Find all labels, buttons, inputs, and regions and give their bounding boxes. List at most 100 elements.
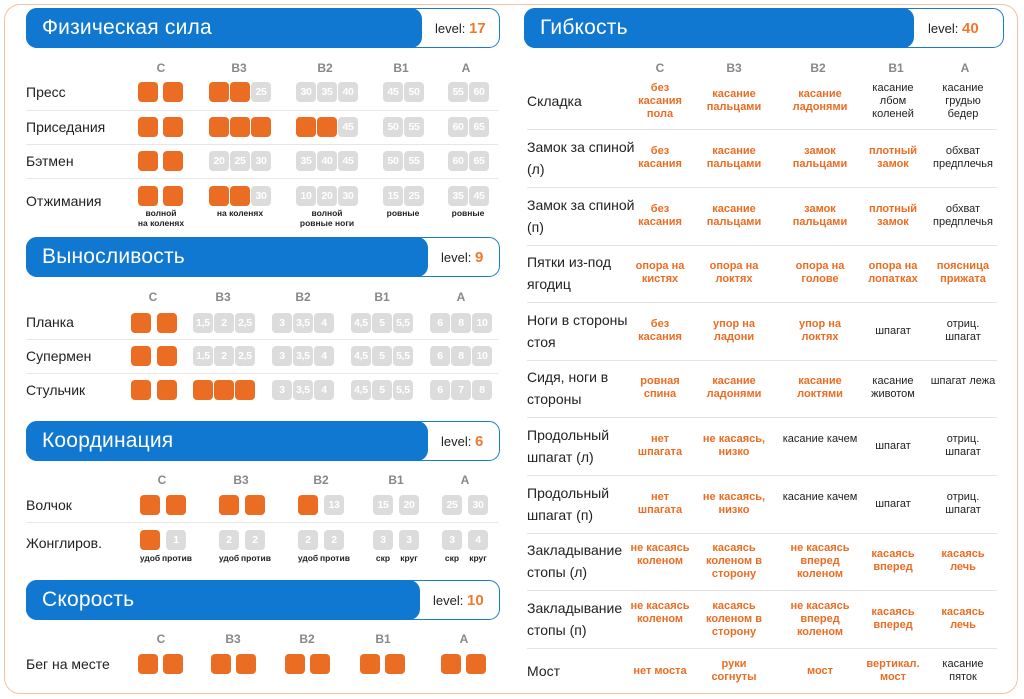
level-done-cell: касание локтями	[797, 375, 843, 400]
level-todo-cell: касание качем	[782, 433, 858, 445]
level-done	[285, 654, 305, 674]
level-todo: 2	[298, 530, 318, 550]
section-header-coordination: Координация level: 6	[26, 421, 500, 461]
level-done-cell: касание пальцами	[706, 88, 762, 113]
exercise-label: Бег на месте	[26, 656, 110, 672]
level-todo: 2,5	[235, 346, 255, 366]
level-todo: 35	[296, 151, 316, 171]
grade-header: C	[157, 473, 167, 487]
level-todo: 2	[245, 530, 265, 550]
level-todo: 13	[324, 495, 344, 515]
level-todo: 30	[338, 186, 358, 206]
level-done	[163, 654, 183, 674]
divider	[26, 373, 498, 374]
section-header-endurance: Выносливость level: 9	[26, 237, 500, 277]
caption: удоб	[297, 553, 319, 563]
level-todo: 30	[251, 186, 271, 206]
level-todo: 50	[383, 151, 403, 171]
level-todo: 5,5	[393, 380, 413, 400]
level-todo: 2	[219, 530, 239, 550]
level-done	[245, 495, 265, 515]
level-todo: 50	[383, 117, 403, 137]
level-done-cell: ровная спина	[640, 375, 680, 400]
level-todo-cell: касание качем	[782, 491, 858, 503]
level-todo: 3	[399, 530, 419, 550]
divider	[26, 144, 498, 145]
level-done-cell: не касаясь коленом	[630, 599, 690, 625]
level-todo: 6	[430, 346, 450, 366]
level-todo: 40	[317, 151, 337, 171]
level-done	[235, 380, 255, 400]
level-todo: 3	[272, 313, 292, 333]
level-done	[163, 186, 183, 206]
level-todo: 45	[338, 117, 358, 137]
grade-header: C	[655, 61, 665, 75]
level-todo: 4,5	[351, 346, 371, 366]
level-done-cell: без касания	[638, 203, 682, 228]
level-todo-cell: обхват предплечья	[933, 203, 993, 228]
level-done-cell: касание ладонями	[706, 375, 762, 400]
grade-header: A	[460, 473, 470, 487]
level-done-cell: не касаясь, низко	[702, 433, 766, 458]
caption: ровные	[451, 208, 485, 218]
level-todo: 45	[338, 151, 358, 171]
level-todo-cell: шпагат	[875, 497, 911, 510]
level-todo: 40	[338, 82, 358, 102]
level-done-cell: нет шпагата	[637, 491, 683, 516]
level-todo: 55	[404, 151, 424, 171]
level-done-cell: упор на локтях	[798, 318, 842, 343]
level-done-cell: касаясь коленом в сторону	[706, 541, 762, 580]
section-title: Скорость	[42, 588, 135, 611]
grade-header: B2	[810, 61, 826, 75]
level-todo: 4	[468, 530, 488, 550]
caption: волной ровные ноги	[299, 208, 355, 228]
exercise-label: Продольный шпагат (п)	[527, 485, 610, 523]
level-todo: 3	[442, 530, 462, 550]
level-done-cell: опора на кистях	[635, 260, 685, 285]
level-done-cell: вертикал. мост	[866, 658, 920, 683]
grade-header: B2	[295, 290, 311, 304]
level-todo: 7	[451, 380, 471, 400]
level-indicator: level: 10	[433, 592, 484, 609]
level-done-cell: не касаясь вперед коленом	[790, 599, 850, 638]
level-todo: 4	[314, 313, 334, 333]
divider	[527, 360, 997, 361]
level-done-cell: касаясь коленом в сторону	[706, 599, 762, 638]
level-done-cell: нет моста	[633, 664, 687, 677]
level-todo: 3,5	[293, 313, 313, 333]
level-todo: 55	[404, 117, 424, 137]
level-todo: 8	[451, 346, 471, 366]
level-done-cell: касаясь лечь	[941, 548, 985, 573]
level-todo: 10	[472, 313, 492, 333]
level-done	[193, 380, 213, 400]
grade-header: B2	[299, 632, 315, 646]
exercise-label: Закладывание стопы (л)	[527, 542, 623, 580]
level-todo: 20	[209, 151, 229, 171]
caption: удоб	[139, 553, 161, 563]
exercise-label: Мост	[527, 663, 561, 679]
level-done	[236, 654, 256, 674]
grade-header: C	[148, 290, 158, 304]
exercise-label: Отжимания	[26, 193, 102, 209]
level-done-cell: нет шпагата	[637, 433, 683, 458]
level-todo: 10	[296, 186, 316, 206]
level-todo: 25	[404, 186, 424, 206]
level-done	[298, 495, 318, 515]
level-done-cell: касаясь вперед	[871, 548, 915, 573]
level-done	[131, 346, 151, 366]
divider	[26, 178, 498, 179]
level-todo: 3	[272, 380, 292, 400]
level-todo: 2	[324, 530, 344, 550]
level-done	[385, 654, 405, 674]
grade-header: B1	[393, 61, 409, 75]
level-todo-cell: отриц. шпагат	[945, 433, 981, 458]
card-frame	[4, 4, 1018, 694]
exercise-label: Продольный шпагат (л)	[527, 427, 610, 465]
exercise-label: Планка	[26, 314, 74, 330]
level-done-cell: опора на голове	[795, 260, 845, 285]
level-done	[157, 346, 177, 366]
level-done-cell: замок пальцами	[792, 203, 848, 228]
level-done	[140, 530, 160, 550]
level-todo: 2	[214, 313, 234, 333]
level-done-cell: опора на локтях	[709, 260, 759, 285]
